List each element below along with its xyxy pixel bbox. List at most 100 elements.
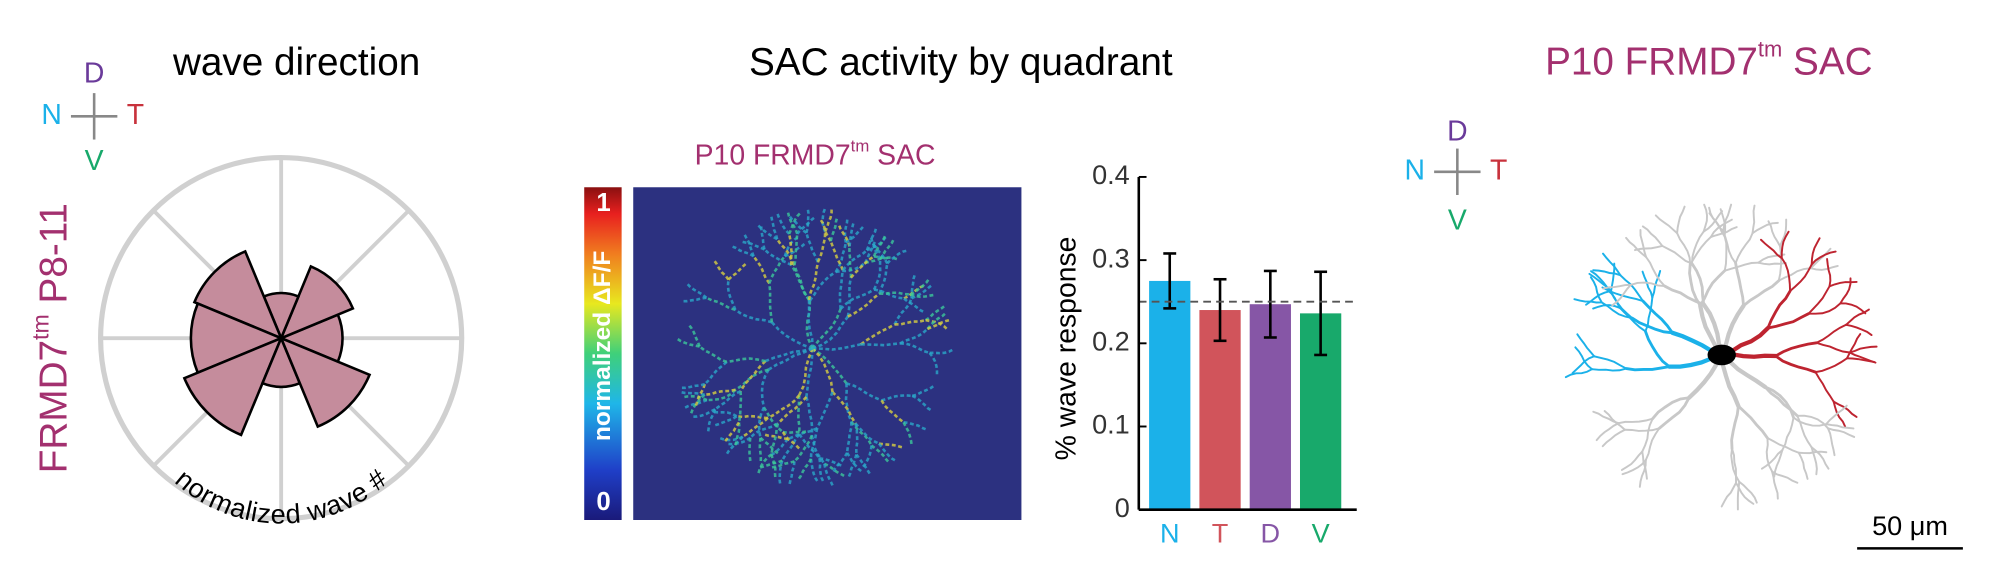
dendrite bbox=[872, 233, 887, 257]
dendrite bbox=[1828, 280, 1858, 288]
dendrite bbox=[1765, 437, 1774, 473]
dendrite bbox=[1651, 396, 1691, 421]
dendrite bbox=[823, 207, 833, 233]
dendrite bbox=[1608, 290, 1645, 303]
dendrite bbox=[847, 292, 881, 318]
dendrite bbox=[679, 390, 705, 396]
dendrite bbox=[776, 238, 796, 266]
dendrite bbox=[871, 242, 889, 265]
dendrite bbox=[1738, 480, 1758, 504]
bar-title: SAC activity by quadrant bbox=[749, 41, 1173, 84]
title-sup: tm bbox=[851, 137, 870, 156]
dendrite bbox=[781, 433, 801, 462]
rose bbox=[98, 155, 465, 522]
dendrite bbox=[756, 453, 773, 476]
dendrite bbox=[1644, 329, 1671, 369]
dendrite bbox=[880, 399, 905, 424]
dendrite bbox=[811, 308, 842, 350]
colorbar-ticks: 01 bbox=[596, 189, 610, 516]
dendrite bbox=[831, 391, 857, 425]
dendrite bbox=[805, 396, 814, 436]
dendrite bbox=[1624, 365, 1671, 372]
dendrite bbox=[786, 210, 799, 235]
dendrite bbox=[1591, 367, 1628, 372]
dendrite bbox=[763, 248, 792, 267]
dendrite bbox=[843, 217, 849, 243]
dendrite bbox=[1690, 262, 1706, 306]
dendrite bbox=[1736, 404, 1769, 440]
dendrite bbox=[1789, 263, 1813, 293]
heatmap-image bbox=[633, 187, 1022, 520]
dendrite bbox=[823, 462, 847, 478]
dendrite bbox=[823, 463, 835, 488]
dendrite bbox=[741, 417, 769, 438]
heatmap-dendrites bbox=[675, 206, 955, 488]
dendrite bbox=[1766, 289, 1792, 330]
colorbar bbox=[584, 187, 622, 520]
dendrite bbox=[846, 452, 864, 474]
y-tick-label: 0.2 bbox=[1092, 325, 1130, 356]
dendrite bbox=[1839, 302, 1867, 315]
dendrite bbox=[1777, 245, 1783, 282]
dendrite bbox=[846, 277, 853, 317]
dendrite bbox=[829, 240, 844, 271]
dendrite bbox=[1780, 230, 1790, 260]
dendrite bbox=[811, 347, 834, 393]
dendrite bbox=[767, 394, 801, 420]
dendrite bbox=[910, 293, 936, 299]
dendrite bbox=[845, 421, 853, 453]
dendrite bbox=[1814, 371, 1835, 403]
dendrite bbox=[706, 388, 737, 402]
dendrite bbox=[841, 249, 868, 271]
dendrite bbox=[838, 269, 845, 310]
dendrite bbox=[778, 460, 784, 486]
cell-title: P10 FRMD7tm SAC bbox=[1545, 36, 1872, 84]
dendrite bbox=[886, 249, 909, 265]
dendrite bbox=[726, 357, 766, 364]
rose-petal bbox=[192, 249, 284, 341]
dendrite bbox=[703, 360, 728, 386]
x-tick-label: N bbox=[1160, 518, 1180, 549]
dendrite bbox=[781, 431, 802, 451]
dendrite bbox=[775, 211, 791, 235]
dendrite bbox=[759, 436, 781, 456]
dendrite bbox=[807, 261, 820, 301]
dendrite bbox=[793, 233, 799, 266]
dendrite bbox=[854, 422, 880, 445]
dendrite bbox=[1797, 451, 1809, 480]
scale-bar-label: 50 μm bbox=[1872, 510, 1948, 541]
dendrite bbox=[733, 422, 741, 448]
dendrite bbox=[1766, 312, 1810, 330]
title-part: SAC bbox=[869, 139, 935, 171]
dendrite bbox=[1625, 236, 1648, 258]
dendrite bbox=[1620, 450, 1644, 471]
dendrite bbox=[1730, 447, 1741, 483]
dendrite bbox=[768, 283, 774, 323]
dendrite bbox=[1589, 276, 1603, 304]
compass-cross bbox=[1434, 148, 1481, 195]
dendrite bbox=[839, 288, 875, 310]
dendrite bbox=[1618, 307, 1647, 333]
dendrite bbox=[909, 277, 931, 296]
dendrite bbox=[752, 255, 771, 284]
dendrite bbox=[1757, 253, 1786, 264]
dendrite bbox=[831, 452, 849, 474]
dendrite bbox=[1634, 244, 1664, 252]
dendrite bbox=[760, 369, 770, 408]
dendrite bbox=[675, 337, 700, 348]
dendrite bbox=[1845, 323, 1873, 336]
dendrite bbox=[784, 241, 807, 258]
dendrite bbox=[722, 421, 741, 444]
dendrite bbox=[1621, 459, 1647, 476]
colorbar-label: normalized ΔF/F bbox=[589, 251, 616, 442]
dendrite bbox=[928, 352, 939, 377]
dendrite bbox=[1564, 368, 1593, 379]
dendrite bbox=[1702, 203, 1708, 233]
dendrite bbox=[704, 388, 736, 396]
dendrite bbox=[1617, 417, 1654, 425]
dendrite bbox=[1781, 416, 1795, 452]
compass-n: N bbox=[1405, 154, 1425, 186]
dendrite bbox=[736, 414, 768, 420]
dendrite bbox=[1792, 416, 1828, 427]
colorbar-tick-label: 0 bbox=[596, 488, 610, 516]
